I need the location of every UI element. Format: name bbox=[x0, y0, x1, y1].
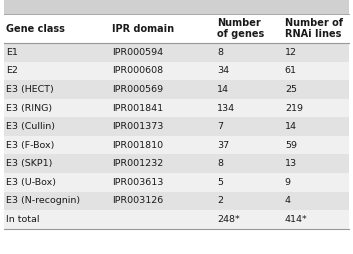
Text: E3 (SKP1): E3 (SKP1) bbox=[6, 159, 53, 168]
Text: 59: 59 bbox=[285, 141, 297, 150]
FancyBboxPatch shape bbox=[4, 154, 349, 173]
Text: 8: 8 bbox=[217, 159, 223, 168]
FancyBboxPatch shape bbox=[4, 192, 349, 210]
Text: 34: 34 bbox=[217, 67, 229, 75]
FancyBboxPatch shape bbox=[4, 117, 349, 136]
Text: IPR001841: IPR001841 bbox=[112, 104, 163, 113]
Text: 14: 14 bbox=[217, 85, 229, 94]
Text: E3 (N-recognin): E3 (N-recognin) bbox=[6, 196, 80, 205]
Text: 8: 8 bbox=[217, 48, 223, 57]
Text: E2: E2 bbox=[6, 67, 18, 75]
Text: Number
of genes: Number of genes bbox=[217, 18, 265, 39]
FancyBboxPatch shape bbox=[4, 210, 349, 229]
FancyBboxPatch shape bbox=[4, 80, 349, 99]
Text: IPR000594: IPR000594 bbox=[112, 48, 163, 57]
Text: IPR000608: IPR000608 bbox=[112, 67, 163, 75]
Text: IPR000569: IPR000569 bbox=[112, 85, 163, 94]
Text: IPR001232: IPR001232 bbox=[112, 159, 163, 168]
FancyBboxPatch shape bbox=[4, 14, 349, 43]
Text: 12: 12 bbox=[285, 48, 297, 57]
Text: IPR003613: IPR003613 bbox=[112, 178, 163, 187]
Text: 37: 37 bbox=[217, 141, 229, 150]
Text: E3 (F-Box): E3 (F-Box) bbox=[6, 141, 55, 150]
Text: 9: 9 bbox=[285, 178, 291, 187]
Text: 414*: 414* bbox=[285, 215, 307, 224]
Text: E3 (U-Box): E3 (U-Box) bbox=[6, 178, 56, 187]
Text: 219: 219 bbox=[285, 104, 303, 113]
Text: 7: 7 bbox=[217, 122, 223, 131]
Text: In total: In total bbox=[6, 215, 40, 224]
FancyBboxPatch shape bbox=[4, 0, 349, 14]
Text: IPR domain: IPR domain bbox=[112, 24, 174, 34]
FancyBboxPatch shape bbox=[4, 43, 349, 62]
Text: E1: E1 bbox=[6, 48, 18, 57]
Text: 5: 5 bbox=[217, 178, 223, 187]
Text: 61: 61 bbox=[285, 67, 297, 75]
FancyBboxPatch shape bbox=[4, 62, 349, 80]
Text: Number of
RNAi lines: Number of RNAi lines bbox=[285, 18, 343, 39]
Text: E3 (Cullin): E3 (Cullin) bbox=[6, 122, 55, 131]
Text: 14: 14 bbox=[285, 122, 297, 131]
Text: IPR003126: IPR003126 bbox=[112, 196, 163, 205]
Text: E3 (RING): E3 (RING) bbox=[6, 104, 53, 113]
Text: 248*: 248* bbox=[217, 215, 240, 224]
Text: IPR001373: IPR001373 bbox=[112, 122, 163, 131]
Text: 134: 134 bbox=[217, 104, 235, 113]
Text: Gene class: Gene class bbox=[6, 24, 65, 34]
Text: 2: 2 bbox=[217, 196, 223, 205]
FancyBboxPatch shape bbox=[4, 173, 349, 192]
FancyBboxPatch shape bbox=[4, 99, 349, 117]
Text: 25: 25 bbox=[285, 85, 297, 94]
Text: 13: 13 bbox=[285, 159, 297, 168]
Text: 4: 4 bbox=[285, 196, 291, 205]
FancyBboxPatch shape bbox=[4, 136, 349, 154]
Text: E3 (HECT): E3 (HECT) bbox=[6, 85, 54, 94]
Text: IPR001810: IPR001810 bbox=[112, 141, 163, 150]
